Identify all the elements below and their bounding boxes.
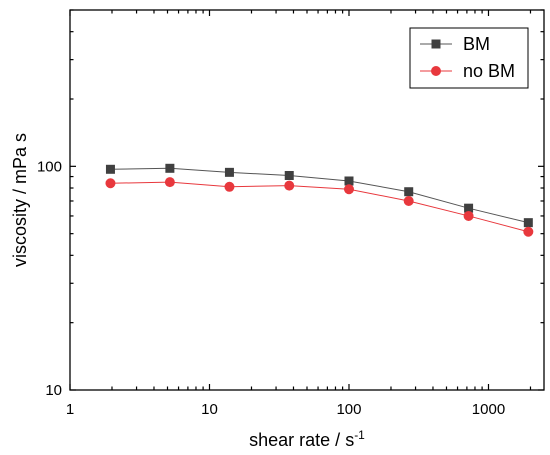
- data-point-square: [165, 163, 175, 173]
- x-tick-label: 1: [66, 401, 74, 418]
- data-point-square: [344, 176, 354, 186]
- data-point-square: [404, 187, 414, 197]
- data-point-circle: [523, 226, 534, 237]
- data-point-square: [523, 218, 533, 228]
- series-no-bm: [105, 177, 534, 237]
- series-bm: [105, 163, 533, 228]
- x-tick-label: 10: [201, 401, 218, 418]
- series-line: [110, 167, 529, 224]
- y-axis-label: viscosity / mPa s: [10, 133, 30, 267]
- x-axis-label: shear rate / s-1: [249, 428, 365, 450]
- x-axis-label-superscript: -1: [354, 428, 365, 442]
- data-point-square: [105, 164, 115, 174]
- data-point-circle: [403, 195, 414, 206]
- x-tick-label: 1000: [472, 401, 505, 418]
- series-line: [110, 181, 529, 233]
- data-point-square: [224, 167, 234, 177]
- data-point-circle: [463, 210, 474, 221]
- legend-label-no-bm: no BM: [463, 61, 515, 81]
- data-point-circle: [343, 184, 354, 195]
- legend-marker-no-bm: [431, 66, 441, 76]
- data-point-circle: [105, 178, 116, 189]
- x-tick-label: 100: [336, 401, 361, 418]
- legend-box: [409, 27, 529, 89]
- y-tick-label: 100: [37, 158, 62, 175]
- legend-marker-bm: [431, 39, 441, 49]
- data-point-square: [464, 203, 474, 213]
- series-layer: [105, 163, 534, 237]
- data-point-circle: [164, 177, 175, 188]
- legend: BM no BM: [409, 27, 529, 89]
- axis-ticks: [69, 9, 544, 391]
- data-point-circle: [224, 181, 235, 192]
- legend-label-bm: BM: [463, 34, 490, 54]
- data-point-square: [284, 170, 294, 180]
- y-tick-label: 10: [45, 382, 62, 399]
- data-point-circle: [284, 180, 295, 191]
